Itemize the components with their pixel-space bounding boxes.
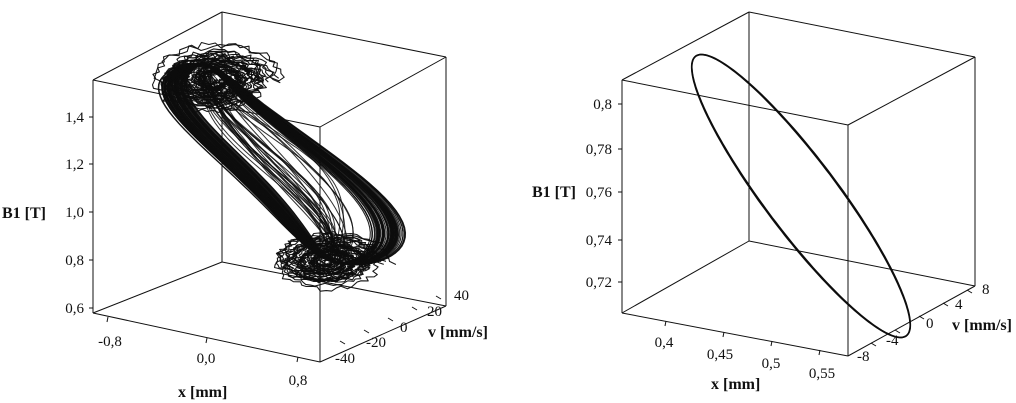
- left-crossing-strand: [209, 74, 354, 266]
- right-x-tick-label: 0,45: [707, 347, 733, 363]
- left-box-edge: [221, 261, 447, 307]
- left-crossing-strand: [198, 69, 334, 260]
- left-z-tick-label: 1,4: [65, 110, 84, 126]
- left-crossing-strand: [199, 73, 346, 263]
- right-box-edge: [621, 79, 849, 126]
- right-limit-cycle-curve: [691, 53, 911, 339]
- left-z-ticks: 0,6 0,8 1,0 1,2 1,4: [65, 110, 93, 317]
- left-x-ticks: -0,8 0,0 0,8: [98, 316, 308, 389]
- right-box-edge: [748, 240, 976, 287]
- right-box-edge: [621, 11, 750, 81]
- right-x-tick-mark: [818, 349, 821, 356]
- left-x-tick-label: 0,8: [289, 373, 308, 389]
- left-y-tick-mark: [339, 340, 346, 345]
- right-y-tick-mark: [966, 289, 973, 294]
- right-y-tick-mark: [894, 329, 901, 334]
- left-y-tick-label: -40: [335, 351, 355, 367]
- right-x-tick-label: 0,55: [809, 366, 835, 382]
- right-y-tick-mark: [918, 315, 925, 320]
- right-x-tick-mark: [722, 331, 725, 338]
- right-box-edge: [748, 11, 976, 58]
- left-crossing-strand: [203, 67, 330, 259]
- left-z-tick-label: 0,6: [65, 301, 84, 317]
- left-crossing-strand: [204, 75, 348, 267]
- right-z-tick-label: 0,74: [586, 233, 613, 249]
- right-z-tick-label: 0,8: [593, 97, 612, 113]
- left-y-tick-mark: [411, 306, 418, 311]
- right-box: [621, 11, 976, 357]
- left-y-axis-label: v [mm/s]: [428, 324, 488, 341]
- left-z-tick-label: 1,2: [65, 157, 84, 173]
- right-x-tick-mark: [664, 320, 667, 327]
- right-box-edge: [847, 56, 976, 126]
- left-x-tick-mark: [106, 316, 109, 323]
- right-z-tick-label: 0,76: [586, 185, 613, 201]
- right-z-axis-label: B1 [T]: [532, 184, 576, 201]
- left-z-tick-label: 1,0: [65, 205, 84, 221]
- left-upper-scroll-spiral: [161, 50, 274, 109]
- right-box-edge: [847, 285, 976, 357]
- left-box-edge: [319, 305, 447, 363]
- right-z-tick-label: 0,72: [586, 275, 612, 291]
- left-x-axis-label: x [mm]: [178, 384, 227, 401]
- left-crossing-strand: [198, 70, 344, 261]
- left-crossing-strand: [202, 68, 333, 259]
- right-y-tick-label: 0: [926, 316, 934, 332]
- left-y-tick-label: 20: [427, 304, 442, 320]
- left-box-edge: [221, 11, 447, 58]
- right-z-tick-label: 0,78: [586, 142, 612, 158]
- right-y-tick-mark: [942, 302, 949, 307]
- left-upper-scroll-spiral: [159, 51, 281, 110]
- left-y-tick-mark: [363, 329, 370, 334]
- left-y-tick-label: -20: [366, 335, 386, 351]
- right-x-tick-mark: [770, 340, 773, 347]
- right-x-ticks: 0,4 0,45 0,5 0,55: [655, 320, 835, 382]
- left-lower-scroll-spiral: [280, 237, 384, 287]
- left-crossing-strand: [210, 70, 338, 263]
- left-attractor-trajectory: [151, 41, 407, 292]
- left-x-tick-mark: [205, 337, 208, 344]
- right-x-axis-label: x [mm]: [711, 376, 760, 393]
- right-box-edge: [621, 312, 849, 357]
- left-crossing-strand: [206, 68, 336, 259]
- left-y-tick-mark: [387, 317, 394, 322]
- right-y-axis-label: v [mm/s]: [952, 317, 1012, 334]
- left-y-tick-label: 0: [400, 320, 408, 336]
- right-x-tick-label: 0,4: [655, 335, 674, 351]
- left-box-edge: [92, 312, 321, 363]
- left-x-tick-label: 0,0: [197, 351, 216, 367]
- right-limit-cycle-curve: [690, 53, 912, 339]
- left-box-edge: [92, 261, 223, 314]
- left-z-tick-label: 0,8: [65, 253, 84, 269]
- right-y-ticks: 8 4 0 -4 -8: [857, 282, 990, 365]
- left-x-tick-label: -0,8: [98, 334, 122, 350]
- right-box-edge: [621, 240, 750, 314]
- right-y-tick-label: 8: [982, 282, 990, 298]
- left-crossing-strand: [200, 74, 341, 264]
- right-y-tick-mark: [870, 342, 877, 347]
- chart-left: 0,6 0,8 1,0 1,2 1,4 B1 [T] -0,8 0,0 0,8 …: [2, 11, 488, 401]
- right-y-tick-label: -4: [886, 333, 899, 349]
- left-y-tick-label: 40: [454, 288, 469, 304]
- right-x-tick-label: 0,5: [762, 356, 781, 372]
- chart-right: 0,72 0,74 0,76 0,78 0,8 B1 [T] 0,4 0,45 …: [532, 11, 1012, 393]
- left-y-ticks: 40 20 0 -20 -40: [335, 288, 469, 367]
- right-z-ticks: 0,72 0,74 0,76 0,78 0,8: [586, 97, 622, 291]
- right-y-tick-label: -8: [857, 349, 870, 365]
- left-z-axis-label: B1 [T]: [2, 205, 46, 222]
- left-crossing-strand: [203, 75, 342, 266]
- left-lower-scroll-spiral: [285, 242, 365, 282]
- left-box-edge: [92, 11, 223, 81]
- right-limit-cycle: [690, 53, 912, 339]
- left-crossing-strand: [210, 72, 354, 264]
- left-crossing-strand: [200, 68, 341, 259]
- left-y-tick-mark: [435, 295, 442, 300]
- left-lower-scroll-spiral: [291, 241, 367, 278]
- right-y-tick-label: 4: [955, 297, 963, 313]
- left-x-tick-mark: [296, 356, 299, 363]
- left-box-edge: [319, 56, 447, 128]
